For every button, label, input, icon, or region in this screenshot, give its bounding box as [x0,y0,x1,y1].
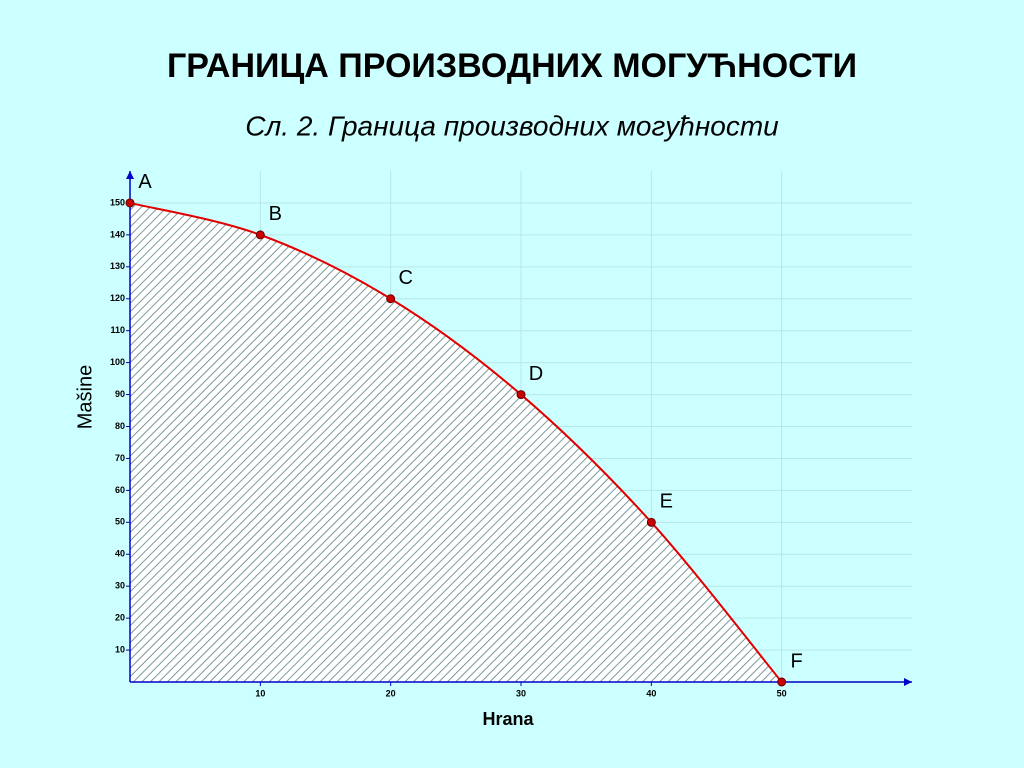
point-label: A [138,171,152,193]
y-tick-label: 150 [110,197,125,207]
x-tick-label: 10 [255,688,265,698]
point-label: B [269,203,282,225]
y-axis-label: Mašine [74,365,96,429]
point-label: D [529,363,543,385]
data-point [386,294,396,304]
y-tick-label: 100 [110,357,125,367]
y-tick-label: 10 [115,644,125,654]
y-tick-label: 80 [115,421,125,431]
x-axis-label: Hrana [482,709,534,729]
y-tick-label: 120 [110,293,125,303]
y-tick-label: 110 [110,325,125,335]
point-label: E [660,491,673,513]
x-tick-label: 30 [516,688,526,698]
x-tick-label: 50 [777,688,787,698]
y-tick-label: 50 [115,517,125,527]
data-point [646,517,656,527]
x-axis-arrow [904,678,912,686]
area-fill [130,202,782,682]
y-tick-label: 130 [110,261,125,271]
chart-subtitle: Сл. 2. Граница производних могућности [245,110,779,141]
x-tick-label: 20 [386,688,396,698]
point-label: C [398,267,412,289]
y-tick-label: 20 [115,613,125,623]
data-point [777,677,787,687]
y-tick-label: 70 [115,453,125,463]
y-tick-label: 60 [115,485,125,495]
data-point [516,390,526,400]
data-point [255,230,265,240]
y-tick-label: 30 [115,581,125,591]
chart-title: ГРАНИЦА ПРОИЗВОДНИХ МОГУЋНОСТИ [167,47,857,85]
y-tick-label: 90 [115,389,125,399]
y-axis-arrow [126,171,134,179]
y-tick-label: 40 [115,549,125,559]
x-tick-label: 40 [646,688,656,698]
y-tick-label: 140 [110,229,125,239]
point-label: F [791,650,803,672]
data-point [125,198,135,208]
